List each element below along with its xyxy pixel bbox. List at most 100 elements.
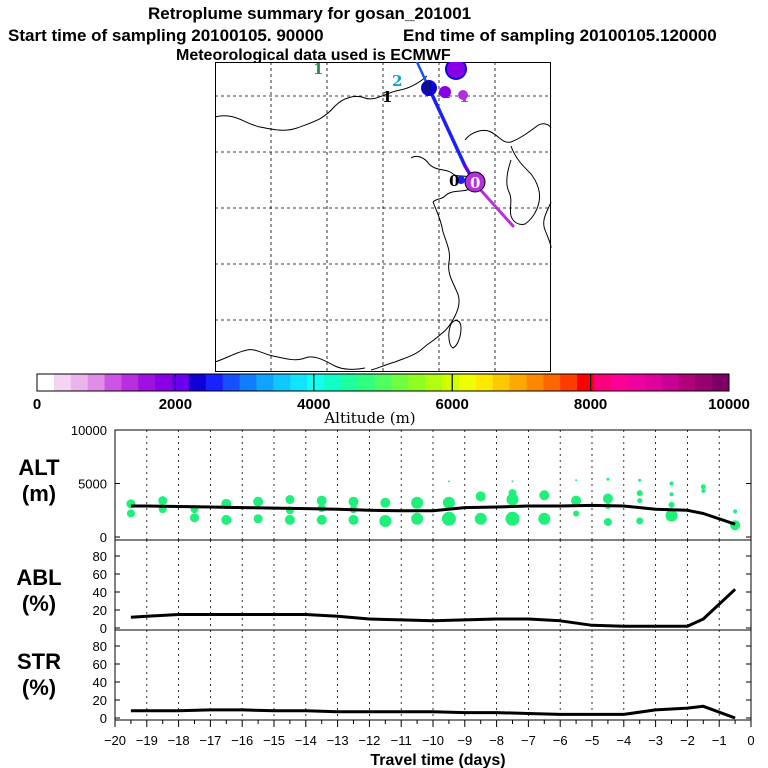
plume-dot [539,490,550,501]
plume-dot [411,496,424,509]
x-tick-label: −10 [422,733,444,748]
colorbar-cell [610,374,629,391]
plume-dot [636,490,643,497]
y-tick-label: 60 [93,657,107,672]
colorbar-cell [256,374,274,391]
plume-dot [348,496,359,507]
x-axis-title: Travel time (days) [370,752,505,768]
cluster-circle [421,80,437,96]
colorbar-title: Altitude (m) [323,409,415,427]
colorbar-cell [644,374,662,391]
colorbar-cell [560,374,578,391]
plume-dot [441,511,456,526]
plume-dot [316,495,327,506]
colorbar-cell [172,374,190,391]
met-data-label: Meteorological data used is ECMWF [176,47,451,64]
start-time-label: Start time of sampling 20100105. 90000 [8,26,324,45]
plume-dot [411,512,424,525]
colorbar-cell [425,374,443,391]
colorbar-cell [442,374,460,391]
plume-dot [538,512,551,525]
colorbar-cell [87,374,106,391]
x-tick-label: −14 [295,733,317,748]
plume-dot [669,481,674,486]
x-tick-label: −17 [199,733,221,748]
plume-dot [733,509,738,514]
alt-unit-label: (m) [21,481,57,506]
x-tick-label: −9 [457,733,472,748]
colorbar-cell [290,374,308,391]
colorbar-tick-label: 6000 [436,396,469,413]
trajectory-segment [475,184,515,228]
map-marker-label: 1 [382,88,392,106]
colorbar-cells [36,373,730,392]
y-tick-label: 5000 [78,477,107,492]
x-tick-label: −4 [616,733,631,748]
colorbar-cell [188,374,207,391]
map-marker-label: 1 [422,78,432,96]
plume-dot [665,509,678,522]
x-tick-label: −5 [585,733,600,748]
plume-dot [668,501,675,508]
colorbar-cell [593,374,612,391]
colorbar-cell [222,374,241,391]
str-unit-label: (%) [21,675,57,700]
str-panel-label: STR [17,649,61,674]
colorbar-tick-label: 8000 [574,396,607,413]
plume-dot [603,518,612,527]
x-tick-label: −13 [327,733,349,748]
trajectory-map: 1 2 1 1 1 1 0 0 [215,62,552,372]
y-tick-label: 20 [93,603,107,618]
y-tick-label: 60 [93,567,107,582]
mean-series-line [130,503,736,526]
plume-dot [606,477,610,481]
colorbar-cell [408,374,426,391]
china-border-south [215,349,366,370]
taiwan-coast [448,320,462,349]
map-marker-label: 1 [313,62,323,78]
colorbar-frame [36,373,730,392]
colorbar-cell [138,374,156,391]
plume-dot [602,493,613,504]
abl-unit-label: (%) [21,591,57,616]
y-tick-label: 40 [93,675,107,690]
plume-dot [474,512,487,525]
coastlines [215,75,552,371]
x-tick-label: −8 [489,733,504,748]
trajectory-segment [427,86,467,168]
x-tick-label: −18 [168,733,190,748]
cluster-circle [445,62,467,80]
x-tick-label: 0 [747,733,754,748]
plume-dot [190,513,199,523]
colorbar-cell [492,374,511,391]
map-marker-label: 0 [470,174,480,192]
x-tick-label: −12 [358,733,380,748]
colorbar-cell [104,374,122,391]
plume-dot [442,496,455,509]
plume-dot [447,480,450,483]
plume-dot [285,495,295,505]
cluster-circle [458,90,468,100]
map-marker-label: 1 [441,84,451,102]
x-tick-label: −6 [553,733,568,748]
colorbar-cell [121,374,139,391]
plume-dot [284,514,295,525]
plume-dot [505,511,520,526]
colorbar-cell [509,374,527,391]
x-tick-label: −19 [136,733,158,748]
x-tick-label: −20 [104,733,126,748]
x-tick-label: −3 [648,733,663,748]
cluster-circle [457,176,465,184]
colorbar-cell [37,374,55,391]
plume-dot [379,514,392,527]
alt-panel: 10000 5000 0 [71,423,752,545]
plume-dot [475,491,486,502]
x-tick-label: −1 [712,733,727,748]
plume-dot [253,514,263,524]
str-panel: 80 60 40 20 0 [93,629,752,726]
colorbar-cell [70,374,89,391]
colorbar-cell [239,374,257,391]
colorbar-ticks: 0 2000 4000 6000 8000 10000 [33,374,750,413]
colorbar-cell [273,374,291,391]
